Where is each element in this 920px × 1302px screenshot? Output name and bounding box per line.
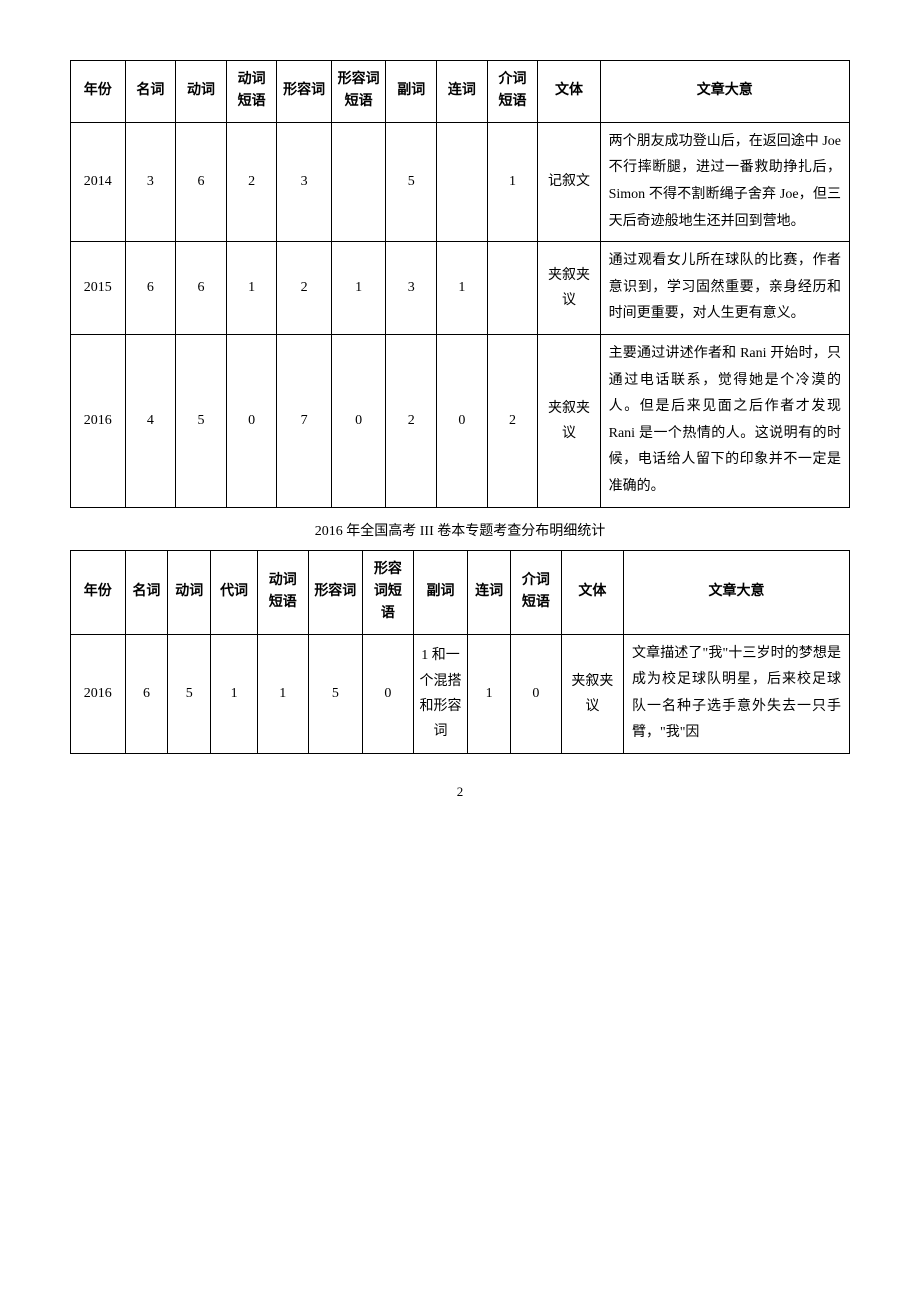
table-cell [331,122,386,241]
column-header: 动词 [168,550,211,634]
table-header-row: 年份名词动词动词短语形容词形容词短语副词连词介词短语文体文章大意 [71,61,850,123]
table-cell: 3 [125,122,176,241]
column-header: 介词短语 [487,61,538,123]
table-row: 201645070202夹叙夹议主要通过讲述作者和 Rani 开始时，只通过电话… [71,334,850,507]
table-cell: 1 [331,242,386,335]
column-header: 形容词短语 [331,61,386,123]
table2-caption: 2016 年全国高考 III 卷本专题考查分布明细统计 [70,520,850,540]
table-row: 2014362351记叙文两个朋友成功登山后，在返回途中 Joe 不行摔断腿，进… [71,122,850,241]
column-header: 名词 [125,550,168,634]
table-cell: 2 [386,334,437,507]
table-cell: 1 [211,634,258,753]
table-cell: 7 [277,334,332,507]
table-cell: 5 [386,122,437,241]
table-cell: 2015 [71,242,126,335]
table-1: 年份名词动词动词短语形容词形容词短语副词连词介词短语文体文章大意 2014362… [70,60,850,508]
column-header: 代词 [211,550,258,634]
summary-cell: 两个朋友成功登山后，在返回途中 Joe 不行摔断腿，进过一番救助挣扎后，Simo… [600,122,849,241]
table-header-row: 年份名词动词代词动词短语形容词形容词短语副词连词介词短语文体文章大意 [71,550,850,634]
column-header: 动词 [176,61,227,123]
table-cell: 0 [226,334,277,507]
column-header: 文章大意 [600,61,849,123]
table-cell: 2014 [71,122,126,241]
table-row: 20156612131夹叙夹议通过观看女儿所在球队的比赛，作者意识到，学习固然重… [71,242,850,335]
table-cell: 夹叙夹议 [538,334,600,507]
summary-cell: 文章描述了"我"十三岁时的梦想是成为校足球队明星，后来校足球队一名种子选手意外失… [624,634,850,753]
column-header: 动词短语 [226,61,277,123]
table-cell [487,242,538,335]
column-header: 形容词 [277,61,332,123]
column-header: 形容词短语 [363,550,414,634]
table-2: 年份名词动词代词动词短语形容词形容词短语副词连词介词短语文体文章大意 20166… [70,550,850,755]
table-cell: 记叙文 [538,122,600,241]
table-cell: 0 [363,634,414,753]
table-cell: 6 [176,242,227,335]
column-header: 介词短语 [511,550,562,634]
column-header: 形容词 [308,550,363,634]
table-cell: 3 [386,242,437,335]
table-cell: 夹叙夹议 [561,634,623,753]
column-header: 文体 [561,550,623,634]
table-cell: 1 [437,242,488,335]
table-cell: 1 [468,634,511,753]
table-cell: 6 [125,634,168,753]
column-header: 连词 [468,550,511,634]
table-cell: 1 和一个混搭和形容词 [413,634,468,753]
table-cell: 5 [308,634,363,753]
table-cell: 5 [168,634,211,753]
table-cell: 5 [176,334,227,507]
summary-cell: 主要通过讲述作者和 Rani 开始时，只通过电话联系，觉得她是个冷漠的人。但是后… [600,334,849,507]
column-header: 副词 [413,550,468,634]
table-cell: 1 [487,122,538,241]
table-cell: 0 [511,634,562,753]
table-cell: 0 [331,334,386,507]
column-header: 文章大意 [624,550,850,634]
table-cell: 2016 [71,334,126,507]
table-cell: 2 [277,242,332,335]
table-cell: 2 [226,122,277,241]
table-cell: 1 [226,242,277,335]
column-header: 年份 [71,61,126,123]
table-cell: 1 [257,634,308,753]
table-cell: 6 [176,122,227,241]
column-header: 动词短语 [257,550,308,634]
table-cell [437,122,488,241]
column-header: 名词 [125,61,176,123]
table-cell: 2016 [71,634,126,753]
column-header: 文体 [538,61,600,123]
table-row: 20166511501 和一个混搭和形容词10夹叙夹议文章描述了"我"十三岁时的… [71,634,850,753]
table-cell: 0 [437,334,488,507]
table-cell: 6 [125,242,176,335]
table-cell: 夹叙夹议 [538,242,600,335]
table-cell: 4 [125,334,176,507]
table-cell: 3 [277,122,332,241]
page-number: 2 [70,784,850,800]
table-cell: 2 [487,334,538,507]
column-header: 副词 [386,61,437,123]
column-header: 年份 [71,550,126,634]
summary-cell: 通过观看女儿所在球队的比赛，作者意识到，学习固然重要，亲身经历和时间更重要，对人… [600,242,849,335]
column-header: 连词 [437,61,488,123]
